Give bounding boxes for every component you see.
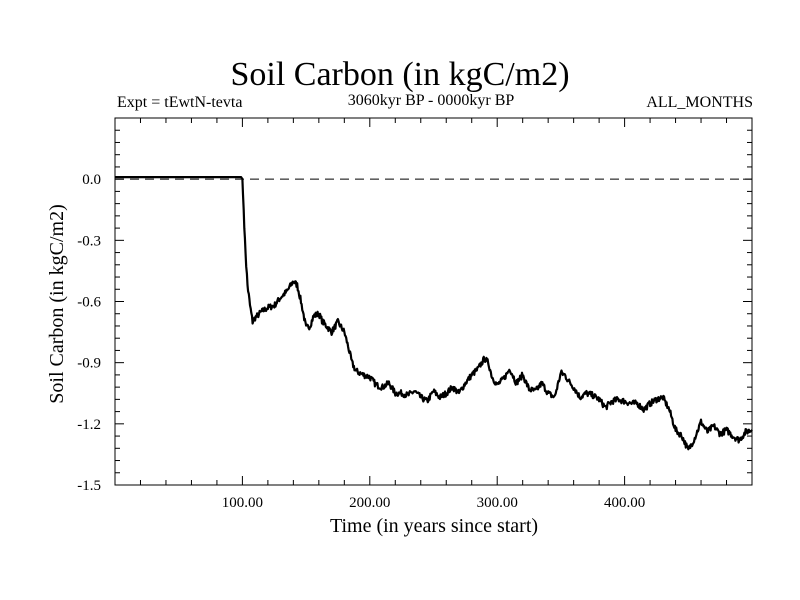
x-tick-label: 400.00 bbox=[604, 495, 645, 511]
time-period-label: 3060kyr BP - 0000kyr BP bbox=[347, 92, 515, 109]
y-axis-title: Soil Carbon (in kgC/m2) bbox=[46, 204, 68, 403]
series-group bbox=[114, 176, 753, 451]
y-tick-label: -1.2 bbox=[77, 417, 101, 433]
x-axis: 100.00 200.00 300.00 400.00 bbox=[139, 118, 728, 511]
y-tick-label: -0.9 bbox=[77, 356, 101, 372]
chart-title: Soil Carbon (in kgC/m2) bbox=[230, 56, 570, 93]
y-tick-label: -0.6 bbox=[77, 295, 101, 311]
experiment-label: Expt = tEwtN-tevta bbox=[117, 94, 243, 111]
y-tick-label: 0.0 bbox=[82, 172, 101, 188]
plot-area-frame bbox=[114, 117, 753, 486]
y-tick-label: -1.5 bbox=[77, 478, 101, 494]
months-label: ALL_MONTHS bbox=[646, 94, 753, 111]
x-tick-label: 100.00 bbox=[222, 495, 263, 511]
x-axis-title: Time (in years since start) bbox=[330, 515, 538, 537]
y-tick-label: -0.3 bbox=[77, 233, 101, 249]
x-tick-label: 200.00 bbox=[349, 495, 390, 511]
y-axis: 0.0 -0.3 -0.6 -0.9 -1.2 -1.5 bbox=[77, 117, 752, 494]
series-line bbox=[114, 176, 753, 451]
x-tick-label: 300.00 bbox=[477, 495, 518, 511]
